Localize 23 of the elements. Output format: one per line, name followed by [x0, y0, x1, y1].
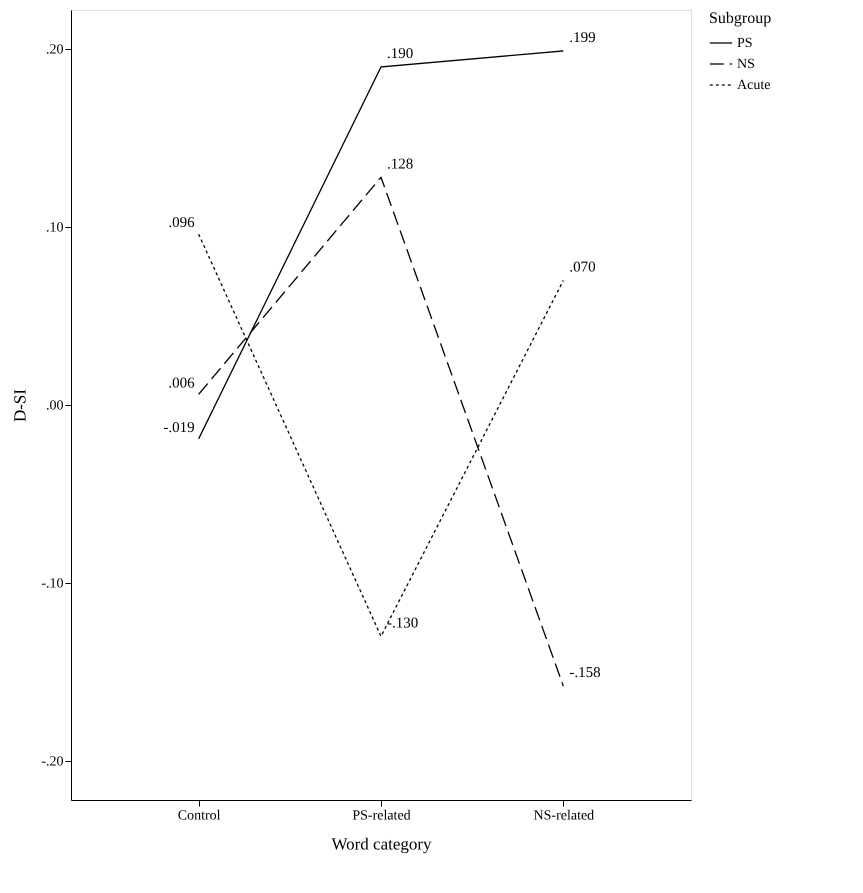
legend-title: Subgroup: [709, 10, 772, 27]
data-label: .070: [569, 259, 596, 276]
x-tick-label: NS-related: [534, 808, 594, 824]
data-label: .190: [387, 46, 414, 62]
x-axis-title: Word category: [331, 834, 432, 854]
legend-label: PS: [737, 36, 753, 51]
y-tick-label: -.10: [41, 576, 64, 592]
y-tick-label: .10: [46, 220, 64, 236]
y-tick-label: .20: [46, 42, 64, 58]
data-label: .096: [168, 215, 196, 232]
legend-label: Acute: [737, 78, 770, 93]
data-label: .199: [569, 30, 596, 46]
y-axis-title: D-SI: [10, 388, 30, 422]
legend-label: NS: [737, 57, 755, 72]
x-tick-label: Control: [178, 808, 221, 824]
data-label: -.130: [387, 615, 418, 632]
data-label: -.158: [569, 665, 601, 682]
data-label: .006: [168, 375, 196, 392]
y-tick-label: -.20: [41, 754, 64, 770]
x-tick-label: PS-related: [352, 808, 411, 824]
data-label: .128: [387, 156, 414, 172]
data-label: -.019: [163, 420, 195, 436]
y-tick-label: .00: [46, 398, 64, 414]
